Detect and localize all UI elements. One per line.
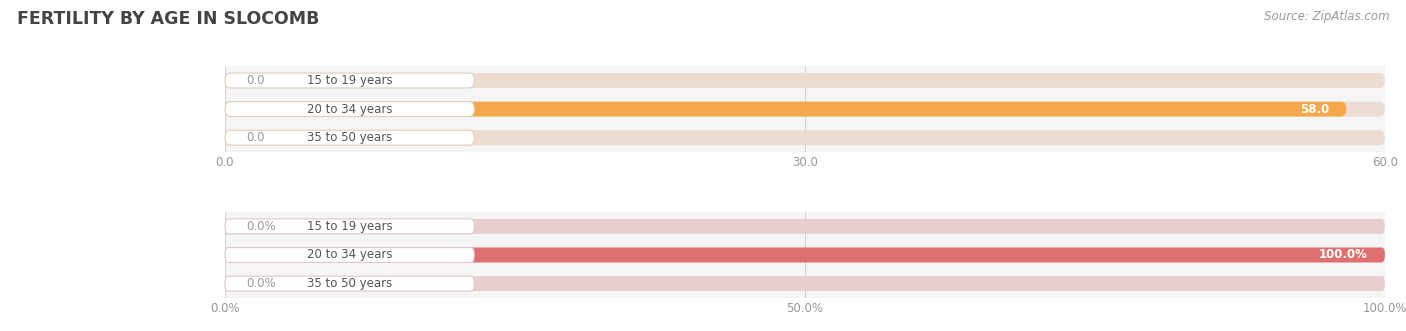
Text: 0.0%: 0.0%	[246, 277, 276, 290]
FancyBboxPatch shape	[225, 102, 474, 117]
Text: FERTILITY BY AGE IN SLOCOMB: FERTILITY BY AGE IN SLOCOMB	[17, 10, 319, 28]
FancyBboxPatch shape	[225, 248, 1385, 262]
Text: 100.0%: 100.0%	[1319, 249, 1368, 261]
Text: 20 to 34 years: 20 to 34 years	[307, 249, 392, 261]
FancyBboxPatch shape	[225, 73, 1385, 88]
FancyBboxPatch shape	[225, 219, 1385, 234]
FancyBboxPatch shape	[225, 130, 474, 145]
FancyBboxPatch shape	[225, 73, 474, 88]
Text: 58.0: 58.0	[1299, 103, 1329, 116]
Text: 20 to 34 years: 20 to 34 years	[307, 103, 392, 116]
FancyBboxPatch shape	[225, 102, 1385, 117]
FancyBboxPatch shape	[225, 219, 474, 234]
Text: Source: ZipAtlas.com: Source: ZipAtlas.com	[1264, 10, 1389, 23]
FancyBboxPatch shape	[225, 130, 1385, 145]
FancyBboxPatch shape	[225, 276, 1385, 291]
FancyBboxPatch shape	[225, 248, 474, 262]
Text: 0.0: 0.0	[246, 131, 264, 144]
FancyBboxPatch shape	[225, 248, 1385, 262]
Text: 15 to 19 years: 15 to 19 years	[307, 74, 392, 87]
Text: 35 to 50 years: 35 to 50 years	[307, 131, 392, 144]
FancyBboxPatch shape	[225, 276, 474, 291]
Text: 0.0: 0.0	[246, 74, 264, 87]
FancyBboxPatch shape	[225, 102, 1347, 117]
Text: 15 to 19 years: 15 to 19 years	[307, 220, 392, 233]
Text: 0.0%: 0.0%	[246, 220, 276, 233]
Text: 35 to 50 years: 35 to 50 years	[307, 277, 392, 290]
